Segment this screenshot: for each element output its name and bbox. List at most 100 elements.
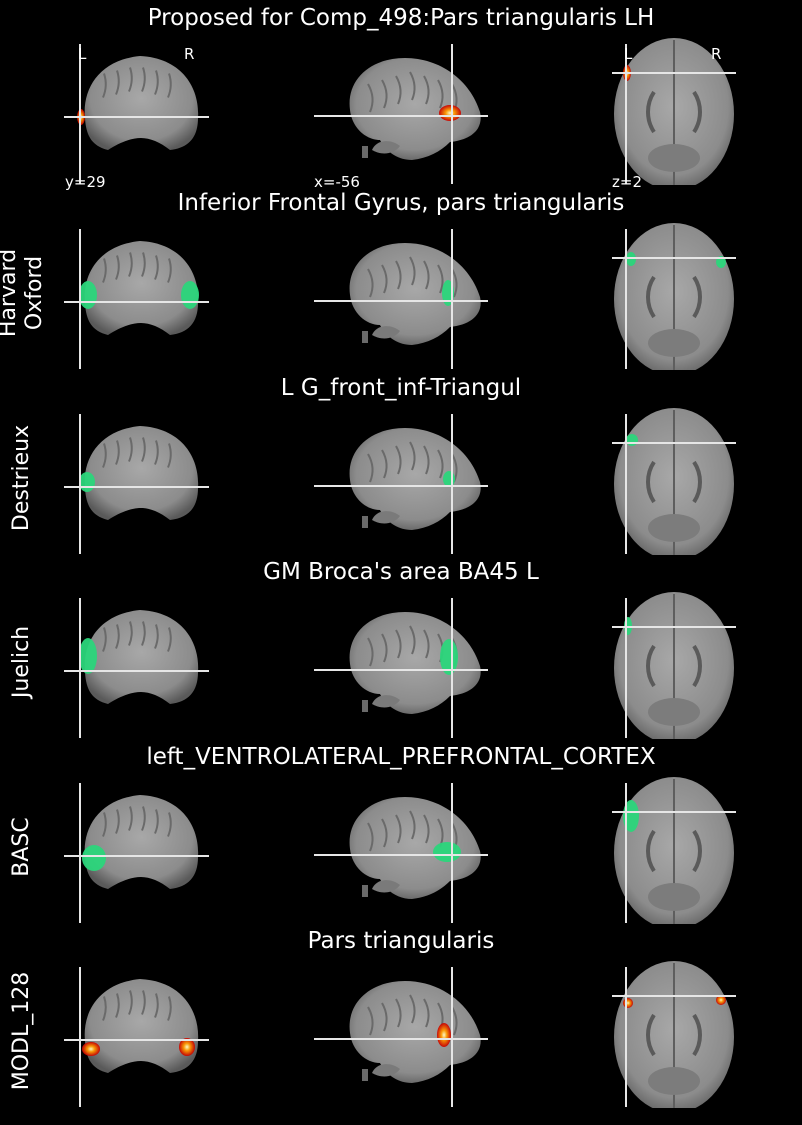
row-destrieux: L G_front_inf-Triangul Destrieux [0, 370, 802, 555]
slice-panels [64, 223, 736, 370]
sulcus-line [102, 996, 107, 1021]
sulcus-line [167, 996, 172, 1021]
sulcus-line [128, 252, 133, 277]
sulcus-line [381, 449, 388, 479]
sulcus-line [367, 822, 374, 852]
row-harvard-oxford: Inferior Frontal Gyrus, pars triangulari… [0, 185, 802, 370]
sagittal-brain-shape [349, 981, 481, 1083]
ventricles [646, 1013, 702, 1057]
sagittal-slice [349, 58, 481, 160]
cerebellum-shape [372, 511, 400, 524]
overlay-blob [79, 472, 95, 492]
sulcus-line [395, 998, 402, 1028]
sulcus-line [141, 437, 146, 462]
cerebellum-shape [372, 326, 400, 339]
row-title: Pars triangularis [307, 928, 495, 954]
ventricles [646, 275, 702, 319]
sulcus-line [102, 73, 107, 98]
row-title: Proposed for Comp_498:Pars triangularis … [147, 5, 655, 31]
sulcus-line [167, 443, 172, 468]
overlay-blob [82, 1042, 100, 1056]
row-title: L G_front_inf-Triangul [280, 375, 522, 401]
sulcus-line [423, 75, 430, 105]
overlay-blob [433, 842, 461, 862]
sulcus-line [154, 809, 159, 834]
slice-panels [64, 38, 736, 185]
overlay-blob [439, 105, 461, 121]
cerebellum-shape [372, 141, 400, 154]
coordinate-axial: z=2 [612, 173, 642, 191]
brainstem-shape [362, 885, 368, 897]
brainstem-shape [362, 1069, 368, 1081]
ventricles [646, 644, 702, 688]
ventricles [646, 829, 702, 873]
coronal-slice [84, 241, 199, 335]
coronal-slice [84, 979, 199, 1073]
occipital-region [648, 1067, 700, 1095]
overlay-blob [443, 471, 455, 487]
sagittal-brain-shape [349, 612, 481, 714]
sulcus-line [395, 814, 402, 844]
sulcus-line [367, 1006, 374, 1036]
coronal-slice [84, 56, 199, 150]
axial-slice [614, 777, 734, 924]
brainstem-shape [362, 146, 368, 158]
sulcus-line [395, 260, 402, 290]
sulcus-line [154, 255, 159, 280]
coronal-brain-shape [84, 610, 199, 704]
sulcus-line [115, 993, 120, 1018]
overlay-blob [440, 639, 458, 675]
slice-panels [64, 777, 736, 924]
sulcus-line [102, 627, 107, 652]
axial-slice [614, 592, 734, 739]
sulcus-line [154, 624, 159, 649]
sulcus-line [128, 990, 133, 1015]
sulcus-line [128, 806, 133, 831]
sulcus-line [451, 268, 458, 298]
sulcus-line [115, 70, 120, 95]
sulcus-line [451, 1006, 458, 1036]
coronal-brain-shape [84, 426, 199, 520]
sulcus-line [141, 252, 146, 277]
overlay-blob [181, 281, 199, 309]
sulcus-line [154, 440, 159, 465]
sulcus-line [381, 633, 388, 663]
sulcus-line [437, 79, 444, 109]
sagittal-brain-shape [349, 797, 481, 899]
row-modl-128: Pars triangularis MODL_128 [0, 923, 802, 1108]
sulcus-line [409, 441, 416, 471]
coordinate-coronal: y=29 [65, 173, 106, 191]
sulcus-line [115, 809, 120, 834]
overlay-blob [437, 1023, 451, 1047]
sulcus-line [154, 70, 159, 95]
ventricles [646, 460, 702, 504]
sulcus-line [395, 75, 402, 105]
sulcus-line [409, 625, 416, 655]
overlay-blob [179, 1038, 195, 1056]
sulcus-line [423, 260, 430, 290]
sulcus-line [115, 440, 120, 465]
sagittal-slice [349, 797, 481, 899]
coronal-slice [84, 426, 199, 520]
sulcus-line [367, 453, 374, 483]
brainstem-shape [362, 516, 368, 528]
axial-slice [614, 38, 734, 185]
row-title: left_VENTROLATERAL_PREFRONTAL_CORTEX [146, 744, 656, 770]
sulcus-line [141, 990, 146, 1015]
coronal-brain-shape [84, 241, 199, 335]
sulcus-line [437, 264, 444, 294]
orientation-right-axial: R [711, 45, 722, 63]
sulcus-line [409, 810, 416, 840]
sulcus-line [102, 443, 107, 468]
overlay-blob [626, 434, 638, 446]
row-basc: left_VENTROLATERAL_PREFRONTAL_CORTEX BASC [0, 739, 802, 924]
occipital-region [648, 329, 700, 357]
sulcus-line [381, 818, 388, 848]
sulcus-line [437, 449, 444, 479]
sagittal-brain-shape [349, 58, 481, 160]
axial-slice [614, 961, 734, 1108]
occipital-region [648, 698, 700, 726]
sagittal-slice [349, 243, 481, 345]
sulcus-line [154, 993, 159, 1018]
cerebellum-shape [372, 880, 400, 893]
